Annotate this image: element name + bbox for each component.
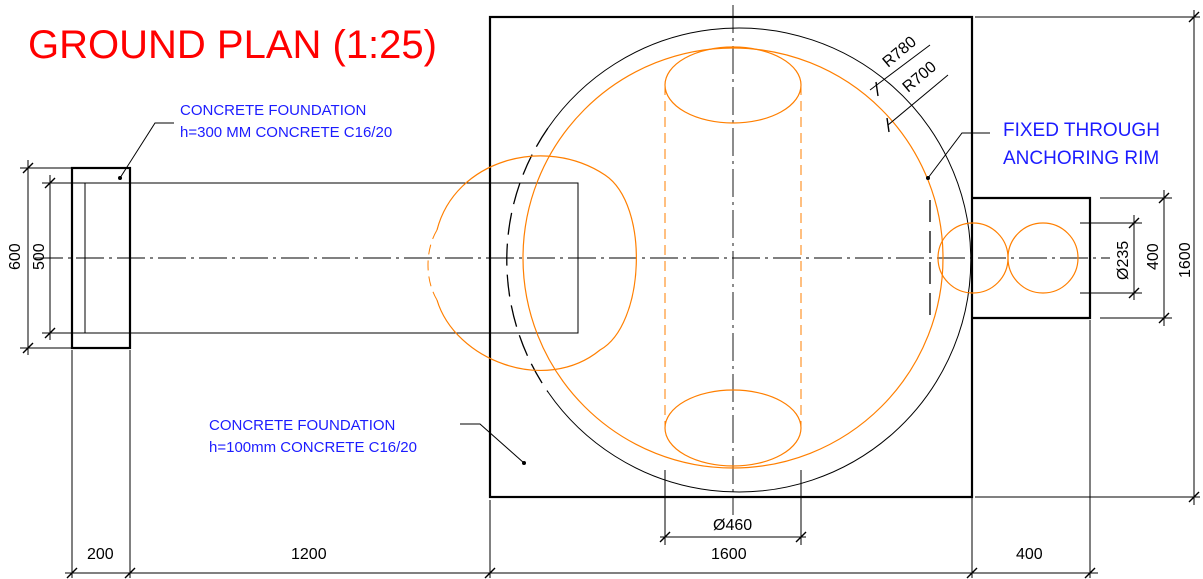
note-base-line2: h=100mm CONCRETE C16/20 [209, 439, 417, 456]
dim-block-width: 200 [87, 546, 114, 563]
tick-r5 [1188, 11, 1200, 23]
leader-anchoring-note [927, 132, 990, 179]
dim-base-width: 1600 [711, 546, 747, 563]
radius-leader-inner [887, 74, 949, 126]
note-base-line1: CONCRETE FOUNDATION [209, 417, 395, 434]
radius-leader-outer [869, 44, 931, 91]
tick-b5 [1084, 567, 1096, 579]
tick-r6 [1188, 491, 1200, 503]
radius-tick-outer [875, 81, 879, 97]
note-ramp-line2: h=300 MM CONCRETE C16/20 [180, 124, 392, 141]
tick-b4 [966, 567, 978, 579]
radius-tick-inner [886, 117, 890, 133]
outlet-circle-2 [1007, 222, 1079, 294]
leader-ramp-note [119, 122, 174, 179]
dim-extension-width: 400 [1016, 546, 1043, 563]
outer-rim-circle [547, 27, 972, 493]
dim-extension-height: 400 [1145, 243, 1162, 270]
tick-col-left [659, 531, 671, 543]
tick-col-right [795, 531, 807, 543]
drawing-title: GROUND PLAN (1:25) [28, 23, 437, 67]
tick-r3 [1158, 192, 1170, 204]
tick-b3 [484, 567, 496, 579]
tick-r2 [1128, 287, 1140, 299]
tick-b2 [124, 567, 136, 579]
ramp-foundation [84, 182, 579, 334]
tick-l2 [22, 342, 34, 354]
dim-column-diameter: Ø460 [713, 517, 752, 534]
dim-outlet-diameter: Ø235 [1115, 241, 1132, 280]
radius-label-outer: R780 [880, 33, 920, 71]
dim-base-height: 1600 [1177, 242, 1194, 278]
tick-l1 [22, 162, 34, 174]
dim-block-inner-height: 500 [31, 243, 48, 270]
base-foundation-square [488, 15, 974, 499]
radius-label-inner: R700 [900, 58, 940, 96]
entry-curve [436, 155, 637, 372]
outer-rim-hidden [506, 127, 549, 393]
tick-l4 [44, 327, 56, 339]
tick-l3 [44, 177, 56, 189]
entry-curve-hidden [427, 229, 438, 301]
concrete-block [70, 166, 132, 350]
tick-r1 [1128, 217, 1140, 229]
extension-foundation [972, 196, 1092, 320]
note-ramp-line1: CONCRETE FOUNDATION [180, 102, 366, 119]
leader-anchoring-dot [926, 176, 930, 180]
tick-b1 [66, 567, 78, 579]
inner-rim-circle [522, 47, 944, 469]
tick-r4 [1158, 312, 1170, 324]
leader-base-note [460, 423, 525, 464]
note-anchoring-line2: ANCHORING RIM [1003, 148, 1159, 169]
leader-base-dot [522, 461, 526, 465]
dim-ramp-length: 1200 [291, 546, 327, 563]
note-anchoring-line1: FIXED THROUGH [1003, 120, 1160, 141]
dim-block-outer-height: 600 [7, 243, 24, 270]
leader-ramp-dot [118, 176, 122, 180]
